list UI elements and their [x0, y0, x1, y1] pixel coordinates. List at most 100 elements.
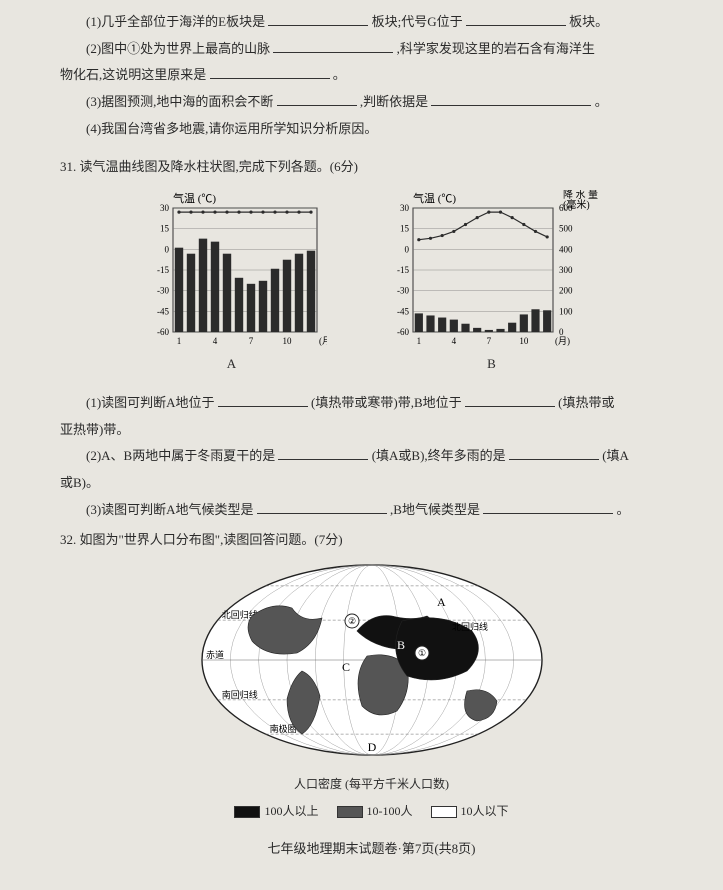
text: (1)几乎全部位于海洋的E板块是 [86, 14, 265, 29]
svg-text:30: 30 [160, 203, 170, 213]
q31-p2: (2)A、B两地中属于冬雨夏干的是 (填A或B),终年多雨的是 (填A [60, 444, 683, 469]
svg-text:15: 15 [160, 224, 170, 234]
blank[interactable] [278, 446, 368, 460]
svg-text:-30: -30 [397, 286, 409, 296]
svg-text:D: D [367, 740, 376, 754]
blank[interactable] [483, 499, 613, 513]
map-caption: 人口密度 (每平方千米人口数) [60, 773, 683, 796]
svg-text:4: 4 [212, 336, 217, 346]
svg-text:200: 200 [559, 286, 573, 296]
text: (填热带或 [558, 395, 614, 410]
svg-text:-45: -45 [397, 306, 409, 316]
svg-text:赤道: 赤道 [206, 649, 224, 660]
text: (4)我国台湾省多地震,请你运用所学知识分析原因。 [86, 121, 377, 136]
text: (填热带或寒带)带,B地位于 [311, 395, 462, 410]
q31-p1b: 亚热带)带。 [60, 418, 683, 443]
svg-text:100: 100 [559, 306, 573, 316]
svg-text:南回归线: 南回归线 [221, 689, 257, 700]
svg-text:10: 10 [282, 336, 292, 346]
svg-text:-60: -60 [157, 327, 169, 337]
q30-p2: (2)图中①处为世界上最高的山脉 ,科学家发现这里的岩石含有海洋生 [60, 37, 683, 62]
q30-p4: (4)我国台湾省多地震,请你运用所学知识分析原因。 [60, 117, 683, 142]
svg-text:-15: -15 [157, 265, 169, 275]
legend-label: 100人以上 [264, 804, 318, 818]
q30-p2b: 物化石,这说明这里原来是 。 [60, 63, 683, 88]
text: ,B地气候类型是 [390, 502, 480, 517]
text: 31. 读气温曲线图及降水柱状图,完成下列各题。(6分) [60, 159, 358, 174]
legend-label: 10-100人 [367, 804, 413, 818]
text: (3)读图可判断A地气候类型是 [86, 502, 254, 517]
blank[interactable] [509, 446, 599, 460]
svg-text:30: 30 [400, 203, 410, 213]
svg-text:1: 1 [416, 336, 421, 346]
svg-text:-45: -45 [157, 306, 169, 316]
svg-text:气温 (℃): 气温 (℃) [173, 191, 216, 205]
svg-text:C: C [342, 660, 350, 674]
svg-text:0: 0 [404, 244, 409, 254]
charts-row: 气温 (℃)30150-15-30-45-6014710(月) A 气温 (℃)… [60, 190, 683, 377]
text: (3)据图预测,地中海的面积会不断 [86, 94, 273, 109]
svg-text:15: 15 [400, 224, 410, 234]
svg-text:B: B [397, 638, 405, 652]
text: 。 [595, 94, 608, 109]
blank[interactable] [273, 38, 393, 52]
svg-text:7: 7 [248, 336, 253, 346]
legend-item: 100人以上 [234, 800, 318, 823]
world-map: 南极圈南回归线赤道北回归线①②ABCD北回归线 [192, 561, 552, 771]
q31-p3: (3)读图可判断A地气候类型是 ,B地气候类型是 。 [60, 498, 683, 523]
blank[interactable] [210, 65, 330, 79]
svg-text:10: 10 [519, 336, 529, 346]
svg-text:4: 4 [451, 336, 456, 346]
q32-head: 32. 如图为"世界人口分布图",读图回答问题。(7分) [60, 528, 683, 553]
text: 。 [616, 502, 629, 517]
svg-text:0: 0 [164, 244, 169, 254]
svg-text:(月): (月) [555, 336, 570, 346]
svg-text:南极圈: 南极圈 [269, 723, 296, 734]
blank[interactable] [257, 499, 387, 513]
chart-b-label: B [487, 352, 496, 377]
q31-p2b: 或B)。 [60, 471, 683, 496]
swatch-icon [337, 806, 363, 818]
blank[interactable] [268, 12, 368, 26]
text: (填A [602, 448, 629, 463]
q30-p3: (3)据图预测,地中海的面积会不断 ,判断依据是 。 [60, 90, 683, 115]
q31-p1: (1)读图可判断A地位于 (填热带或寒带)带,B地位于 (填热带或 [60, 391, 683, 416]
swatch-icon [431, 806, 457, 818]
page-footer: 七年级地理期末试题卷·第7页(共8页) [60, 837, 683, 862]
legend-item: 10-100人 [337, 800, 413, 823]
chart-a-wrap: 气温 (℃)30150-15-30-45-6014710(月) A [137, 190, 327, 377]
blank[interactable] [466, 12, 566, 26]
legend-label: 10人以下 [461, 804, 509, 818]
text: 板块;代号G位于 [372, 14, 463, 29]
legend-item: 10人以下 [431, 800, 509, 823]
chart-a: 气温 (℃)30150-15-30-45-6014710(月) [137, 190, 327, 350]
svg-text:(月): (月) [319, 336, 327, 346]
svg-text:7: 7 [486, 336, 491, 346]
blank[interactable] [465, 393, 555, 407]
swatch-icon [234, 806, 260, 818]
text: (1)读图可判断A地位于 [86, 395, 215, 410]
chart-a-label: A [227, 352, 236, 377]
text: 板块。 [569, 14, 608, 29]
text: (填A或B),终年多雨的是 [372, 448, 506, 463]
svg-text:②: ② [347, 616, 355, 626]
text: ,判断依据是 [360, 94, 428, 109]
text: (2)A、B两地中属于冬雨夏干的是 [86, 448, 275, 463]
blank[interactable] [218, 393, 308, 407]
svg-text:A: A [437, 595, 446, 609]
svg-text:①: ① [417, 648, 425, 658]
q31-head: 31. 读气温曲线图及降水柱状图,完成下列各题。(6分) [60, 155, 683, 180]
map-wrap: 南极圈南回归线赤道北回归线①②ABCD北回归线 [60, 561, 683, 771]
svg-text:气温 (℃): 气温 (℃) [413, 191, 456, 205]
text: 32. 如图为"世界人口分布图",读图回答问题。(7分) [60, 532, 343, 547]
svg-text:-60: -60 [397, 327, 409, 337]
text: (2)图中①处为世界上最高的山脉 [86, 41, 270, 56]
svg-text:1: 1 [176, 336, 181, 346]
blank[interactable] [431, 92, 591, 106]
svg-text:600: 600 [559, 203, 573, 213]
svg-text:北回归线: 北回归线 [452, 621, 488, 632]
blank[interactable] [277, 92, 357, 106]
text: 。 [333, 67, 346, 82]
svg-text:400: 400 [559, 244, 573, 254]
text: 或B)。 [60, 475, 99, 490]
